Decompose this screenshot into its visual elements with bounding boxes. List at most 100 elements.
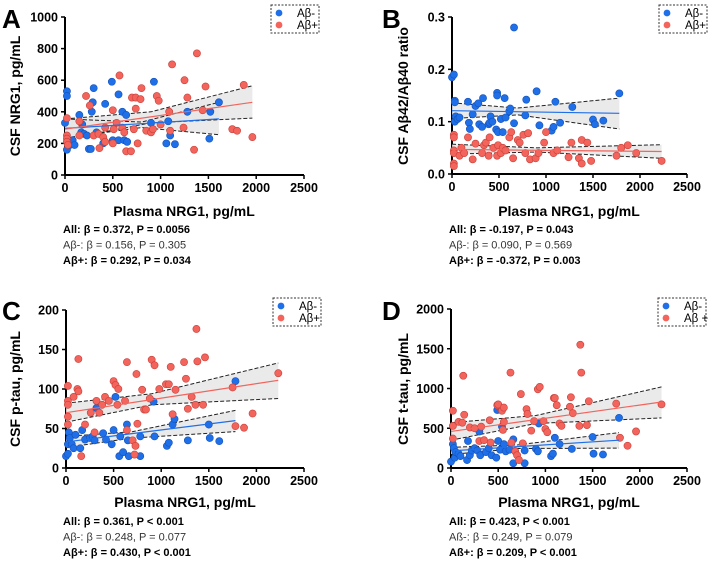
legend-label: Aβ+ (685, 20, 706, 32)
data-point-abeta-neg (522, 95, 531, 104)
data-point-abeta-neg (449, 70, 458, 79)
data-point-abeta-neg (162, 139, 171, 148)
y-tick-label: 1000 (416, 382, 444, 396)
data-point-abeta-pos (108, 106, 117, 115)
confidence-band (452, 98, 620, 129)
x-tick-label: 2000 (626, 180, 654, 194)
x-tick-label: 1500 (194, 181, 222, 195)
y-axis-label: CSF NRG1, pg/mL (7, 35, 23, 156)
data-point-abeta-pos (180, 358, 188, 367)
data-point-abeta-pos (248, 409, 257, 418)
data-point-abeta-pos (623, 441, 632, 450)
data-point-abeta-neg (520, 446, 529, 455)
data-point-abeta-neg (450, 98, 459, 107)
data-point-abeta-pos (623, 141, 632, 150)
data-point-abeta-neg (116, 432, 125, 441)
x-tick-label: 2500 (673, 474, 701, 488)
y-tick-label: 0.1 (428, 115, 445, 129)
legend-marker (277, 302, 285, 310)
data-point-abeta-neg (510, 23, 518, 32)
data-point-abeta-neg (615, 89, 624, 98)
data-point-abeta-pos (516, 390, 525, 398)
regression-line (450, 439, 620, 452)
data-point-abeta-pos (192, 325, 201, 333)
data-point-abeta-pos (133, 419, 142, 428)
data-point-abeta-neg (215, 98, 223, 107)
legend-label: Aβ- (297, 8, 315, 20)
data-point-abeta-neg (63, 92, 71, 100)
data-point-abeta-pos (63, 141, 72, 149)
data-point-abeta-neg (122, 111, 131, 119)
data-point-abeta-pos (123, 426, 131, 434)
legend-label: Aβ- (684, 301, 702, 313)
x-tick-label: 500 (489, 180, 510, 194)
y-axis-label: CSF Aβ42/Aβ40 ratio (395, 27, 411, 165)
data-point-abeta-pos (199, 400, 207, 409)
data-point-abeta-pos (240, 423, 248, 432)
data-point-abeta-neg (532, 87, 541, 96)
data-point-abeta-pos (74, 387, 83, 396)
data-point-abeta-neg (478, 123, 486, 131)
legend-label: Aβ- (299, 301, 317, 313)
x-axis-label: Plasma NRG1, pg/mL (498, 494, 640, 510)
data-point-abeta-pos (69, 392, 78, 401)
data-point-abeta-neg (510, 119, 518, 128)
ci-upper-line (65, 362, 279, 404)
data-point-abeta-pos (86, 408, 95, 417)
y-tick-label: 800 (37, 42, 58, 56)
data-point-abeta-pos (168, 60, 176, 69)
data-point-abeta-pos (583, 421, 591, 429)
data-point-abeta-neg (205, 434, 214, 442)
data-point-abeta-pos (75, 131, 84, 140)
x-axis-label: Plasma NRG1, pg/mL (498, 203, 640, 219)
data-point-abeta-neg (102, 435, 110, 444)
y-tick-label: 0 (52, 462, 59, 476)
data-point-abeta-pos (484, 151, 493, 160)
data-point-abeta-pos (576, 340, 585, 349)
x-tick-label: 2000 (242, 474, 270, 488)
data-point-abeta-pos (63, 114, 71, 123)
data-point-abeta-pos (233, 126, 241, 135)
y-tick-label: 0.3 (428, 11, 445, 25)
stat-line: Aβ+: β = 0.292, P = 0.034 (63, 255, 192, 267)
y-tick-label: 100 (38, 383, 59, 397)
data-point-abeta-pos (521, 149, 530, 157)
data-point-abeta-pos (523, 410, 532, 418)
data-point-abeta-pos (449, 133, 458, 142)
x-tick-label: 1000 (531, 474, 559, 488)
data-point-abeta-neg (535, 121, 544, 130)
data-point-abeta-pos (129, 125, 138, 134)
data-point-abeta-pos (617, 143, 626, 152)
y-tick-label: 0.0 (428, 168, 445, 182)
ci-upper-line (450, 432, 620, 448)
legend-marker (275, 9, 283, 17)
stat-line: Aβ-: β = 0.248, P = 0.077 (63, 532, 186, 544)
x-axis-label: Plasma NRG1, pg/mL (113, 203, 255, 219)
y-tick-label: 200 (37, 137, 58, 151)
data-point-abeta-pos (534, 149, 543, 157)
panel-b: B 0 500 1000 1500 2000 2500 0.0 0.1 0.2 0.3 Plasma … (382, 4, 708, 267)
x-tick-label: 1000 (147, 181, 175, 195)
data-point-abeta-neg (109, 426, 118, 434)
data-point-abeta-pos (179, 123, 188, 132)
stat-line: All: β = 0.361, P < 0.001 (63, 516, 184, 528)
x-tick-label: 1000 (147, 474, 175, 488)
legend-label: Aβ+ (297, 20, 318, 32)
data-point-abeta-neg (551, 97, 560, 106)
x-tick-label: 500 (103, 474, 124, 488)
data-point-abeta-pos (499, 425, 507, 434)
stat-line: Aβ+: β = -0.372, P = 0.003 (449, 255, 581, 267)
data-point-abeta-pos (506, 368, 515, 377)
ci-upper-line (64, 85, 253, 120)
data-point-abeta-neg (150, 432, 159, 441)
legend-marker (277, 314, 285, 322)
data-point-abeta-pos (449, 162, 458, 171)
data-point-abeta-pos (85, 101, 94, 110)
data-point-abeta-neg (500, 94, 509, 103)
data-point-abeta-pos (577, 159, 586, 168)
data-point-abeta-neg (474, 99, 483, 108)
data-point-abeta-neg (76, 444, 85, 453)
data-point-abeta-pos (145, 394, 154, 403)
y-tick-label: 0.2 (428, 63, 445, 77)
y-tick-label: 2000 (416, 303, 444, 317)
